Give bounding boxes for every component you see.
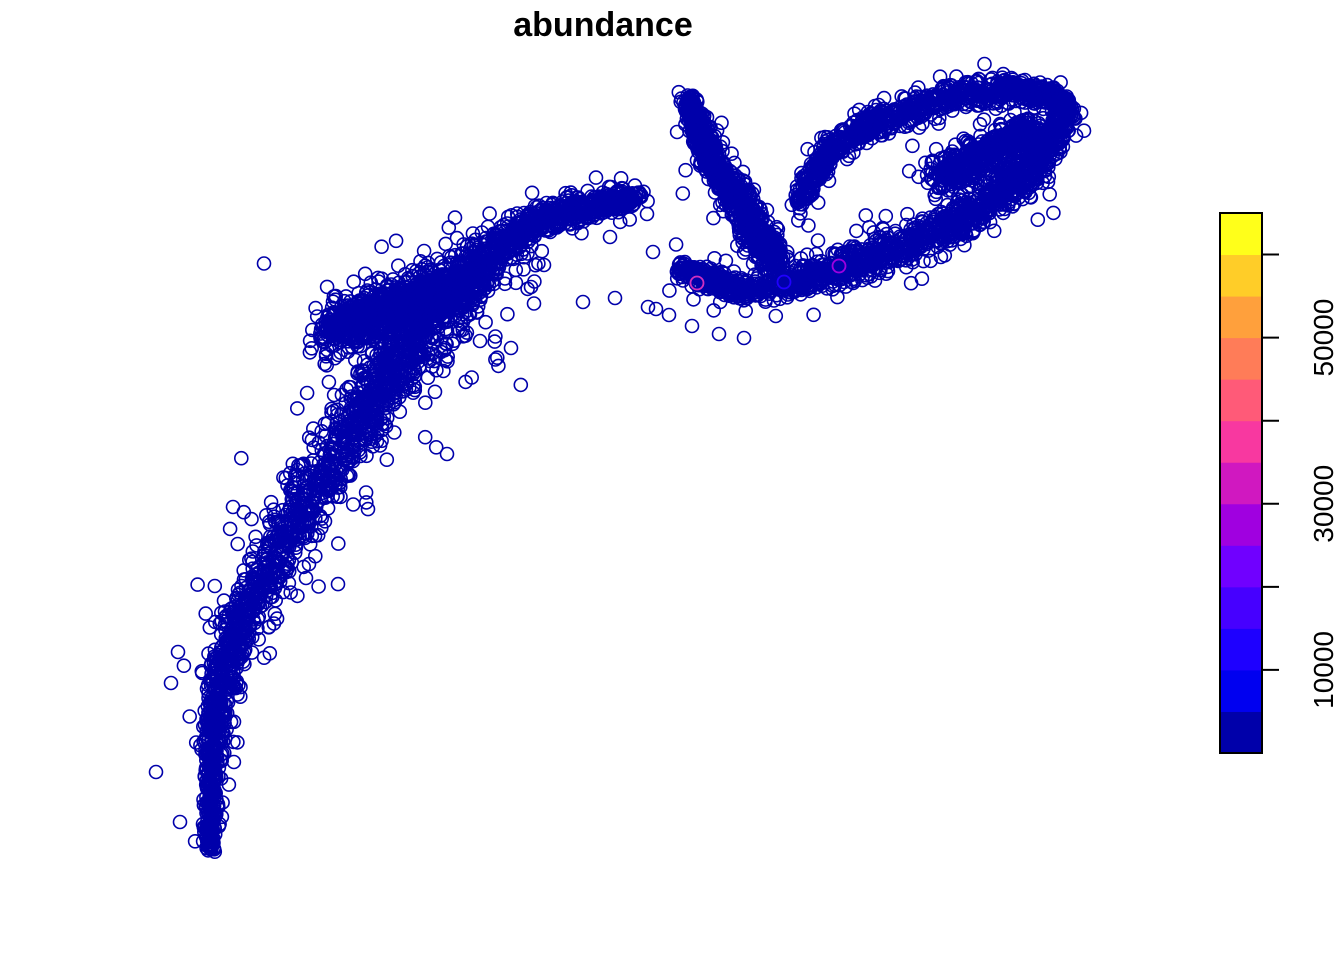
data-point bbox=[849, 223, 864, 239]
data-point bbox=[187, 833, 203, 849]
data-point bbox=[244, 511, 259, 527]
data-point bbox=[182, 709, 197, 724]
data-point bbox=[878, 208, 894, 224]
data-point bbox=[487, 334, 503, 349]
data-point bbox=[230, 536, 245, 552]
data-point bbox=[420, 370, 436, 386]
data-point bbox=[190, 577, 205, 592]
data-point bbox=[858, 208, 874, 223]
data-point bbox=[326, 387, 342, 403]
data-point bbox=[258, 507, 274, 523]
data-point bbox=[267, 606, 283, 622]
data-point bbox=[176, 658, 192, 674]
data-point bbox=[305, 421, 321, 436]
data-point bbox=[330, 576, 346, 592]
data-point bbox=[428, 439, 444, 455]
data-point bbox=[307, 548, 323, 564]
data-point bbox=[441, 220, 457, 235]
data-point bbox=[714, 115, 729, 131]
data-point bbox=[662, 283, 677, 298]
data-point bbox=[500, 306, 515, 322]
data-point bbox=[524, 185, 540, 201]
data-point bbox=[308, 300, 323, 316]
data-point bbox=[613, 171, 629, 186]
data-point bbox=[299, 385, 315, 401]
data-point bbox=[289, 401, 305, 416]
data-point bbox=[346, 274, 362, 290]
data-point bbox=[320, 453, 336, 469]
data-point bbox=[251, 631, 267, 647]
data-point bbox=[307, 510, 323, 526]
data-point bbox=[304, 432, 320, 448]
data-point bbox=[330, 536, 346, 551]
data-point bbox=[226, 754, 242, 770]
data-point bbox=[417, 395, 433, 411]
data-point bbox=[526, 296, 542, 311]
data-point bbox=[256, 256, 272, 271]
data-point bbox=[345, 497, 361, 512]
data-point bbox=[283, 585, 299, 600]
data-point bbox=[513, 377, 529, 393]
data-point bbox=[222, 521, 238, 537]
data-point bbox=[482, 206, 497, 221]
data-point bbox=[516, 261, 531, 277]
data-point bbox=[351, 427, 367, 443]
data-point bbox=[379, 452, 395, 468]
data-point bbox=[321, 374, 337, 390]
data-point bbox=[263, 494, 279, 510]
data-point bbox=[300, 515, 316, 530]
data-point bbox=[296, 559, 312, 575]
data-point bbox=[311, 579, 326, 594]
data-point bbox=[528, 257, 543, 273]
data-point bbox=[207, 578, 223, 594]
data-point bbox=[445, 336, 460, 352]
data-point bbox=[198, 606, 213, 621]
data-point bbox=[768, 308, 784, 324]
data-point bbox=[216, 593, 232, 608]
data-point bbox=[296, 456, 311, 472]
chart-title: abundance bbox=[513, 6, 692, 44]
data-point bbox=[588, 170, 604, 185]
data-point bbox=[724, 146, 739, 161]
data-point bbox=[202, 620, 218, 635]
data-point bbox=[469, 304, 485, 320]
data-point bbox=[447, 210, 463, 225]
data-point bbox=[678, 162, 693, 178]
data-point bbox=[290, 588, 305, 604]
data-point bbox=[488, 352, 503, 367]
data-point bbox=[417, 429, 433, 445]
data-point bbox=[221, 777, 237, 792]
data-point bbox=[259, 537, 275, 553]
data-point bbox=[801, 218, 816, 233]
data-point bbox=[374, 239, 389, 254]
data-point bbox=[390, 258, 406, 274]
data-point bbox=[248, 529, 263, 545]
data-point bbox=[669, 124, 685, 140]
data-point bbox=[347, 352, 363, 368]
data-point bbox=[427, 384, 443, 400]
data-point bbox=[574, 225, 589, 241]
data-point bbox=[478, 314, 493, 330]
data-point bbox=[675, 186, 691, 201]
data-point bbox=[429, 362, 444, 378]
data-point bbox=[234, 450, 249, 466]
data-point bbox=[668, 237, 684, 252]
data-point bbox=[622, 212, 638, 227]
data-point bbox=[806, 307, 821, 323]
data-point bbox=[706, 303, 722, 318]
points-layer bbox=[148, 56, 1092, 860]
data-point bbox=[464, 370, 480, 385]
data-point bbox=[489, 350, 505, 366]
data-point bbox=[319, 279, 335, 295]
data-point bbox=[358, 485, 374, 500]
data-point bbox=[472, 333, 488, 349]
data-point bbox=[465, 226, 481, 241]
data-point bbox=[497, 276, 513, 292]
data-point bbox=[388, 233, 404, 249]
data-point bbox=[531, 256, 546, 271]
data-point bbox=[271, 525, 287, 541]
data-point bbox=[266, 616, 282, 631]
